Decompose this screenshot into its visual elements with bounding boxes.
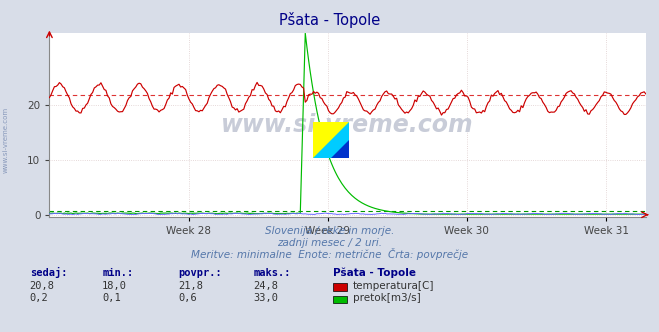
- Text: 0,6: 0,6: [178, 293, 196, 303]
- Text: Pšata - Topole: Pšata - Topole: [279, 12, 380, 28]
- Text: maks.:: maks.:: [254, 268, 291, 278]
- Text: 20,8: 20,8: [30, 281, 55, 291]
- Text: min.:: min.:: [102, 268, 133, 278]
- Text: Pšata - Topole: Pšata - Topole: [333, 268, 416, 278]
- Polygon shape: [331, 140, 349, 158]
- Text: www.si-vreme.com: www.si-vreme.com: [2, 106, 9, 173]
- Text: povpr.:: povpr.:: [178, 268, 221, 278]
- Text: www.si-vreme.com: www.si-vreme.com: [221, 113, 474, 137]
- Text: 0,1: 0,1: [102, 293, 121, 303]
- Text: Meritve: minimalne  Enote: metrične  Črta: povprečje: Meritve: minimalne Enote: metrične Črta:…: [191, 248, 468, 260]
- Text: 33,0: 33,0: [254, 293, 279, 303]
- Text: zadnji mesec / 2 uri.: zadnji mesec / 2 uri.: [277, 238, 382, 248]
- Text: sedaj:: sedaj:: [30, 267, 67, 278]
- Text: 0,2: 0,2: [30, 293, 48, 303]
- Text: pretok[m3/s]: pretok[m3/s]: [353, 293, 420, 303]
- Text: 24,8: 24,8: [254, 281, 279, 291]
- Text: 21,8: 21,8: [178, 281, 203, 291]
- Text: temperatura[C]: temperatura[C]: [353, 281, 434, 291]
- Polygon shape: [313, 122, 349, 158]
- Polygon shape: [313, 122, 349, 158]
- Text: Slovenija / reke in morje.: Slovenija / reke in morje.: [265, 226, 394, 236]
- Text: 18,0: 18,0: [102, 281, 127, 291]
